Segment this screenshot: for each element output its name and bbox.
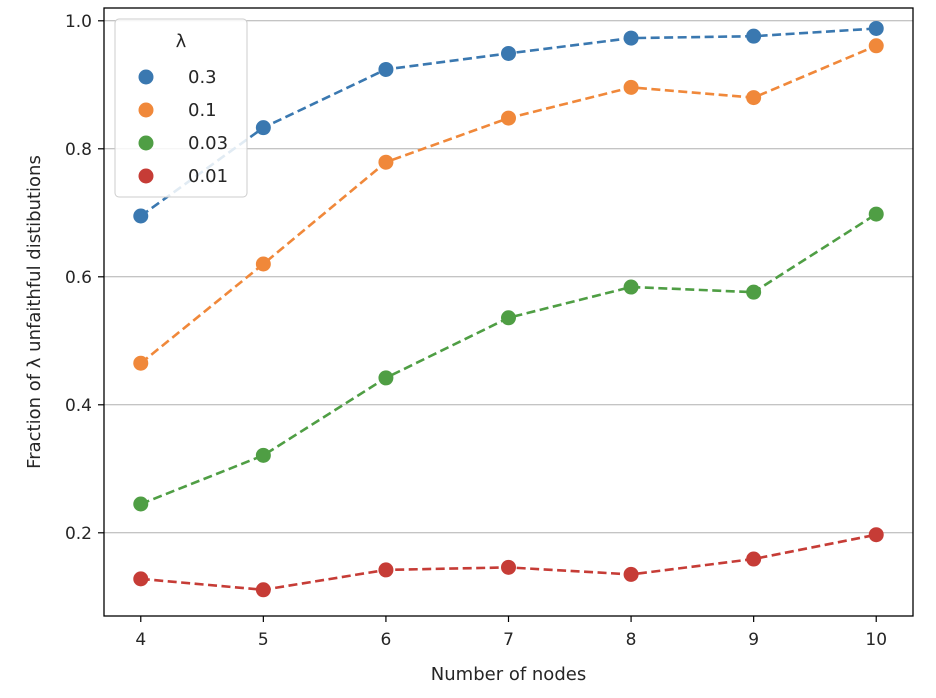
data-point (378, 562, 394, 578)
data-point (255, 582, 271, 598)
legend-marker (138, 69, 154, 85)
data-point (378, 61, 394, 77)
legend-entry: 0.1 (138, 100, 217, 121)
x-axis-label: Number of nodes (431, 664, 586, 685)
legend-label: 0.01 (188, 166, 228, 187)
data-point (623, 279, 639, 295)
x-tick-label: 7 (503, 630, 514, 650)
legend-label: 0.03 (188, 133, 228, 154)
data-point (501, 310, 516, 326)
series-0.3 (133, 20, 884, 224)
data-point (868, 527, 884, 543)
legend-title: λ (176, 31, 187, 52)
data-point (623, 566, 639, 582)
y-axis-label: Fraction of λ unfaithful distibutions (24, 155, 45, 469)
x-tick-label: 8 (626, 630, 637, 650)
y-tick-label: 0.2 (65, 524, 92, 544)
y-tick-label: 0.8 (65, 140, 92, 160)
data-point (255, 256, 271, 272)
data-point (255, 447, 271, 463)
tick-marks-and-labels: 0.2 0.4 0.6 0.8 1.0 4 5 6 7 8 9 10 (65, 12, 887, 650)
data-point (623, 79, 639, 95)
x-tick-label: 9 (748, 630, 759, 650)
series-lines (133, 20, 884, 598)
data-point (133, 355, 149, 371)
data-point (501, 45, 516, 61)
data-point (868, 206, 884, 222)
series-0.1 (133, 38, 884, 371)
data-point (133, 571, 149, 587)
legend-label: 0.3 (188, 67, 217, 88)
legend-marker (138, 135, 154, 151)
series-0.03 (133, 206, 884, 512)
series-0.01 (133, 527, 884, 598)
legend-entry: 0.03 (138, 133, 228, 154)
series-line (140, 213, 877, 506)
data-point (378, 370, 394, 386)
data-point (868, 38, 884, 54)
y-tick-label: 1.0 (65, 12, 92, 32)
x-tick-label: 4 (135, 630, 146, 650)
data-point (133, 496, 149, 512)
data-point (746, 284, 762, 300)
data-point (746, 28, 762, 44)
legend: λ 0.3 0.1 0.03 0.01 (114, 18, 248, 198)
data-point (746, 90, 762, 106)
legend-box (114, 18, 248, 198)
data-point (501, 110, 516, 126)
legend-label: 0.1 (188, 100, 217, 121)
data-point (868, 20, 884, 36)
y-tick-label: 0.4 (65, 396, 92, 416)
x-tick-label: 6 (381, 630, 392, 650)
x-tick-label: 5 (258, 630, 269, 650)
legend-entries: 0.3 0.1 0.03 0.01 (138, 67, 228, 187)
legend-entry: 0.01 (138, 166, 228, 187)
legend-marker (138, 168, 154, 184)
y-tick-label: 0.6 (65, 268, 92, 288)
data-point (378, 154, 394, 170)
data-point (133, 208, 149, 224)
legend-marker (138, 102, 154, 118)
x-tick-label: 10 (865, 630, 887, 650)
legend-entry: 0.3 (138, 67, 217, 88)
data-point (623, 30, 639, 46)
data-point (501, 559, 516, 575)
data-point (746, 551, 762, 567)
data-point (255, 120, 271, 136)
